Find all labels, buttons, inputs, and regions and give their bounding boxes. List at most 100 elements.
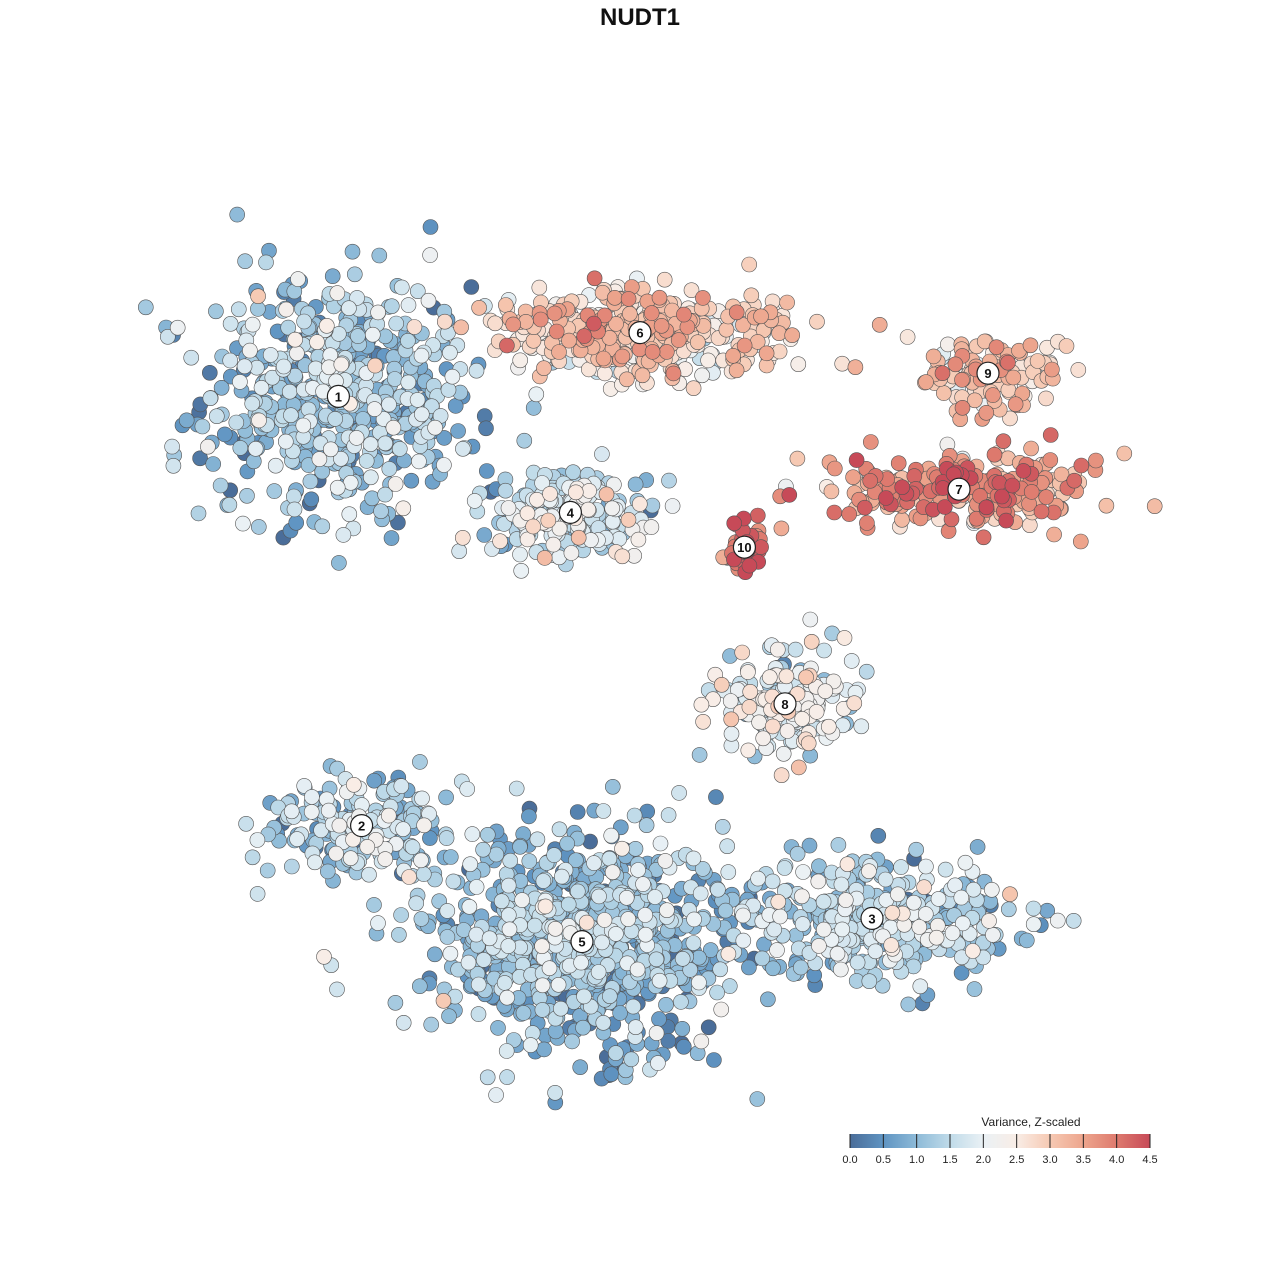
cell-point (475, 841, 491, 858)
cell-point (660, 1033, 677, 1049)
cell-point (366, 897, 382, 913)
cell-point (568, 852, 584, 869)
cell-point (586, 315, 602, 332)
cell-point (665, 365, 682, 382)
cell-point (409, 392, 426, 408)
cell-point (658, 996, 674, 1013)
cell-point (685, 850, 702, 867)
cell-point (859, 515, 875, 531)
cell-point (391, 926, 407, 943)
cell-point (249, 832, 266, 848)
cell-point (570, 529, 587, 546)
cell-point (420, 292, 437, 309)
cell-point (912, 978, 929, 995)
cell-point (505, 1032, 522, 1048)
cell-point (393, 907, 409, 923)
cell-point (567, 484, 584, 501)
cell-point (634, 367, 651, 384)
cell-point (221, 496, 238, 513)
cell-point (289, 831, 305, 847)
cell-point (244, 849, 261, 866)
cell-point (620, 511, 637, 528)
cell-point (652, 835, 669, 852)
cell-point (364, 326, 381, 343)
cell-point (413, 347, 430, 364)
cluster-label-2: 2 (350, 813, 374, 838)
cell-point (1005, 369, 1022, 386)
cell-point (691, 974, 707, 991)
cell-point (499, 337, 515, 354)
cell-point (621, 305, 638, 322)
cell-point (468, 926, 485, 943)
cell-point (916, 879, 932, 896)
cell-point (1073, 533, 1089, 550)
cell-point (847, 359, 864, 376)
cell-point (232, 440, 249, 456)
cell-point (295, 417, 312, 434)
cell-point (917, 906, 934, 922)
cell-point (532, 311, 549, 328)
cell-point (870, 827, 887, 844)
cell-point (278, 301, 295, 318)
cell-point (894, 479, 911, 496)
cell-point (862, 434, 879, 450)
cell-point (481, 930, 498, 947)
cell-point (964, 943, 981, 959)
cell-point (826, 460, 843, 477)
cell-point (1065, 912, 1082, 929)
cell-point (290, 271, 306, 287)
cell-point (251, 412, 267, 429)
cluster-label-text: 5 (578, 935, 585, 950)
colorbar-title: Variance, Z-scaled (981, 1115, 1081, 1129)
cell-point (190, 505, 207, 522)
cell-point (657, 853, 674, 869)
cell-point (500, 907, 517, 923)
cell-point (371, 247, 388, 264)
cell-point (235, 515, 251, 532)
cell-point (518, 313, 534, 330)
cell-point (1098, 497, 1115, 514)
cell-point (364, 490, 380, 507)
cell-point (548, 323, 565, 340)
cell-point (790, 759, 807, 776)
cell-point (717, 902, 734, 919)
cell-point (350, 328, 366, 344)
cell-point (718, 321, 735, 338)
points-layer (138, 206, 1163, 1111)
cell-point (664, 498, 681, 514)
cell-point (773, 767, 790, 784)
cell-point (651, 1011, 667, 1027)
cell-point (861, 973, 878, 990)
cell-point (735, 317, 751, 333)
cell-point (560, 896, 577, 913)
cell-point (966, 392, 983, 409)
cell-point (969, 839, 986, 855)
cell-point (381, 461, 398, 477)
cell-point (536, 1041, 552, 1058)
cell-point (811, 938, 827, 954)
cell-point (202, 390, 219, 407)
cell-point (370, 915, 386, 931)
cell-point (492, 533, 508, 550)
cell-point (442, 849, 459, 865)
cell-point (559, 835, 576, 852)
cell-point (1002, 886, 1018, 903)
cell-point (500, 500, 517, 516)
cell-point (381, 396, 397, 413)
cell-point (940, 336, 956, 353)
cell-point (545, 536, 562, 553)
cell-point (217, 426, 233, 443)
cell-point (685, 935, 702, 951)
cell-point (513, 562, 530, 579)
cell-point (826, 504, 843, 521)
cell-point (720, 864, 737, 880)
cell-point (830, 837, 847, 853)
cell-point (572, 1059, 589, 1075)
cell-point (288, 514, 305, 531)
cell-point (362, 436, 379, 453)
cell-point (954, 372, 970, 388)
cell-point (778, 668, 795, 685)
cell-point (286, 501, 303, 518)
cell-point (713, 1001, 730, 1018)
cell-point (833, 876, 850, 893)
